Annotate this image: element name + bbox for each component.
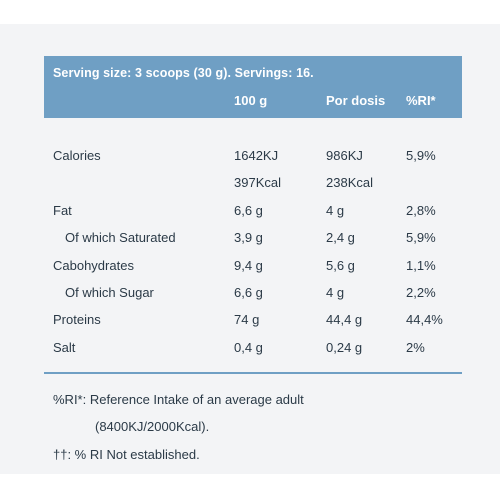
column-header-per-dose: Por dosis [326, 93, 386, 108]
value-per-dose: 986KJ [326, 148, 363, 163]
value-per-dose: 2,4 g [326, 230, 355, 245]
nutrient-name: Of which Sugar [65, 285, 154, 300]
value-per-100g: 74 g [234, 312, 260, 327]
value-ri: 5,9% [406, 148, 436, 163]
nutrient-name: Calories [53, 148, 101, 163]
value-ri: 2,2% [406, 285, 436, 300]
column-header-ri: %RI* [406, 93, 436, 108]
value-ri: 5,9% [406, 230, 436, 245]
value-per-100g: 0,4 g [234, 340, 263, 355]
value-per-100g: 9,4 g [234, 258, 263, 273]
value-per-dose: 4 g [326, 203, 345, 218]
nutrient-name: Of which Saturated [65, 230, 176, 245]
footnote-ri-values: (8400KJ/2000Kcal). [95, 419, 210, 434]
value-per-dose: 5,6 g [326, 258, 355, 273]
value-per-100g: 397Kcal [234, 175, 281, 190]
nutrient-name: Salt [53, 340, 76, 355]
value-ri: 2,8% [406, 203, 436, 218]
value-per-dose: 238Kcal [326, 175, 373, 190]
serving-size-label: Serving size: 3 scoops (30 g). Servings:… [53, 66, 314, 80]
value-per-100g: 3,9 g [234, 230, 263, 245]
footnote-not-established: ††: % RI Not established. [53, 447, 200, 462]
value-ri: 44,4% [406, 312, 443, 327]
value-ri: 1,1% [406, 258, 436, 273]
column-header-per-100g: 100 g [234, 93, 268, 108]
value-per-100g: 1642KJ [234, 148, 279, 163]
value-per-dose: 4 g [326, 285, 345, 300]
nutrient-name: Fat [53, 203, 72, 218]
nutrition-table: Serving size: 3 scoops (30 g). Servings:… [44, 56, 462, 374]
table-header: Serving size: 3 scoops (30 g). Servings:… [44, 56, 462, 118]
value-per-100g: 6,6 g [234, 285, 263, 300]
nutrient-name: Proteins [53, 312, 101, 327]
value-per-dose: 44,4 g [326, 312, 363, 327]
value-per-dose: 0,24 g [326, 340, 363, 355]
value-ri: 2% [406, 340, 425, 355]
value-per-100g: 6,6 g [234, 203, 263, 218]
footnote-ri-definition: %RI*: Reference Intake of an average adu… [53, 392, 304, 407]
nutrient-name: Cabohydrates [53, 258, 134, 273]
table-divider [44, 372, 462, 374]
